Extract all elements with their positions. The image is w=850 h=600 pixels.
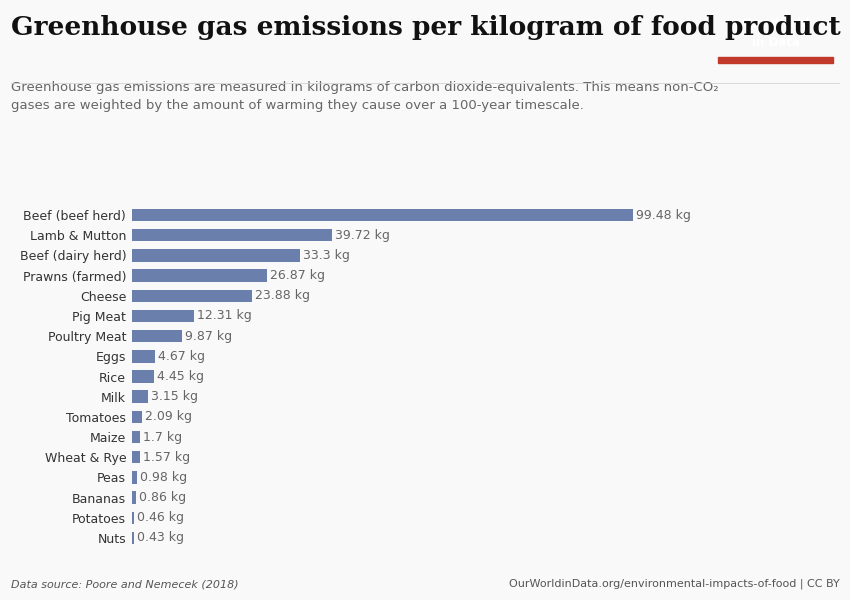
Text: 1.7 kg: 1.7 kg [144, 431, 183, 443]
Bar [718, 57, 833, 63]
Text: 2.09 kg: 2.09 kg [145, 410, 192, 424]
Text: Data source: Poore and Nemecek (2018): Data source: Poore and Nemecek (2018) [11, 579, 239, 589]
Text: OurWorldinData.org/environmental-impacts-of-food | CC BY: OurWorldinData.org/environmental-impacts… [509, 578, 840, 589]
Bar [132, 451, 139, 463]
Text: 9.87 kg: 9.87 kg [184, 329, 232, 343]
Bar [132, 410, 142, 423]
Bar [132, 330, 182, 343]
Bar [132, 290, 252, 302]
Text: 0.98 kg: 0.98 kg [139, 471, 187, 484]
Text: Greenhouse gas emissions per kilogram of food product: Greenhouse gas emissions per kilogram of… [11, 15, 841, 40]
Text: 99.48 kg: 99.48 kg [637, 209, 691, 221]
Text: 4.67 kg: 4.67 kg [158, 350, 206, 363]
Text: 26.87 kg: 26.87 kg [270, 269, 326, 282]
Bar [132, 310, 194, 322]
Bar [132, 249, 300, 262]
Text: 3.15 kg: 3.15 kg [150, 390, 198, 403]
Bar [132, 431, 140, 443]
Text: 0.86 kg: 0.86 kg [139, 491, 186, 504]
Bar [132, 532, 134, 544]
Bar [132, 350, 156, 362]
Text: Our World: Our World [742, 17, 809, 30]
Text: 33.3 kg: 33.3 kg [303, 249, 349, 262]
Bar [132, 491, 136, 504]
Bar [132, 391, 148, 403]
Text: 0.43 kg: 0.43 kg [137, 532, 184, 544]
Bar [132, 209, 633, 221]
Text: 23.88 kg: 23.88 kg [255, 289, 310, 302]
Bar [132, 229, 332, 241]
Text: Greenhouse gas emissions are measured in kilograms of carbon dioxide-equivalents: Greenhouse gas emissions are measured in… [11, 81, 718, 112]
Bar [132, 512, 134, 524]
Bar [132, 269, 267, 282]
Text: 1.57 kg: 1.57 kg [143, 451, 190, 464]
Text: 4.45 kg: 4.45 kg [157, 370, 204, 383]
Text: 12.31 kg: 12.31 kg [197, 310, 252, 322]
Text: 39.72 kg: 39.72 kg [335, 229, 390, 242]
Bar [132, 370, 154, 383]
Text: 0.46 kg: 0.46 kg [137, 511, 184, 524]
Bar [132, 471, 137, 484]
Text: in Data: in Data [751, 36, 800, 49]
